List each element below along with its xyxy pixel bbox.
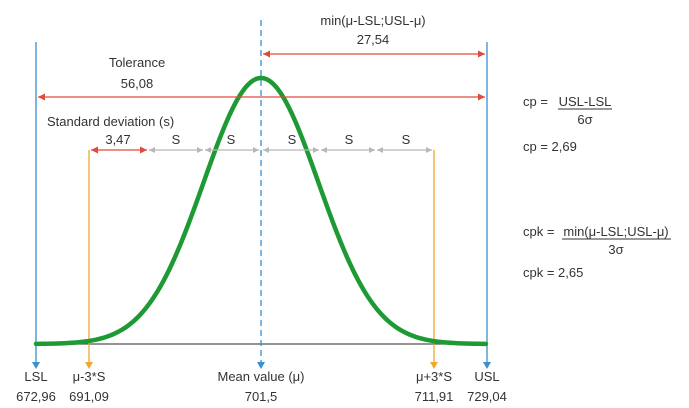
lsl-arrowhead [32, 362, 40, 369]
axis-value-minus-3s: 691,09 [69, 389, 109, 404]
sigma-segments [149, 147, 432, 153]
axis-name-mean: Mean value (μ) [218, 369, 305, 384]
stddev-arrow [91, 146, 147, 154]
min-distance-arrow [263, 50, 485, 58]
cp-numerator: USL-LSL [559, 94, 612, 109]
mean-arrowhead [257, 362, 265, 369]
bell-curve [33, 75, 489, 347]
s-mark: S [288, 132, 297, 147]
sigma-segment [377, 147, 432, 153]
tolerance-arrow [38, 93, 485, 101]
axis-name-lsl: LSL [24, 369, 47, 384]
s-mark: S [227, 132, 236, 147]
axis-value-usl: 729,04 [467, 389, 507, 404]
cpk-denominator: 3σ [608, 242, 623, 257]
axis-value-lsl: 672,96 [16, 389, 56, 404]
sigma-segment [263, 147, 319, 153]
cpk-result: cpk = 2,65 [523, 265, 583, 280]
stddev-value: 3,47 [105, 132, 130, 147]
plus-3s-arrowhead [430, 362, 438, 369]
tolerance-value: 56,08 [121, 76, 154, 91]
sigma-segment [149, 147, 203, 153]
stddev-title: Standard deviation (s) [47, 114, 174, 129]
s-mark: S [345, 132, 354, 147]
tolerance-title: Tolerance [109, 55, 165, 70]
min-distance-title: min(μ-LSL;USL-μ) [320, 13, 425, 28]
cp-lhs: cp = [523, 94, 548, 109]
sigma-segment [205, 147, 259, 153]
s-mark: S [402, 132, 411, 147]
axis-name-plus-3s: μ+3*S [416, 369, 452, 384]
s-mark: S [172, 132, 181, 147]
cp-result: cp = 2,69 [523, 139, 577, 154]
axis-value-mean: 701,5 [245, 389, 278, 404]
usl-arrowhead [483, 362, 491, 369]
cpk-lhs: cpk = [523, 224, 554, 239]
axis-name-minus-3s: μ-3*S [73, 369, 106, 384]
cpk-numerator: min(μ-LSL;USL-μ) [563, 224, 668, 239]
minus-3s-arrowhead [85, 362, 93, 369]
axis-value-plus-3s: 711,91 [415, 389, 454, 404]
axis-name-usl: USL [474, 369, 499, 384]
cp-denominator: 6σ [577, 112, 592, 127]
min-distance-value: 27,54 [357, 32, 390, 47]
sigma-segment [321, 147, 375, 153]
